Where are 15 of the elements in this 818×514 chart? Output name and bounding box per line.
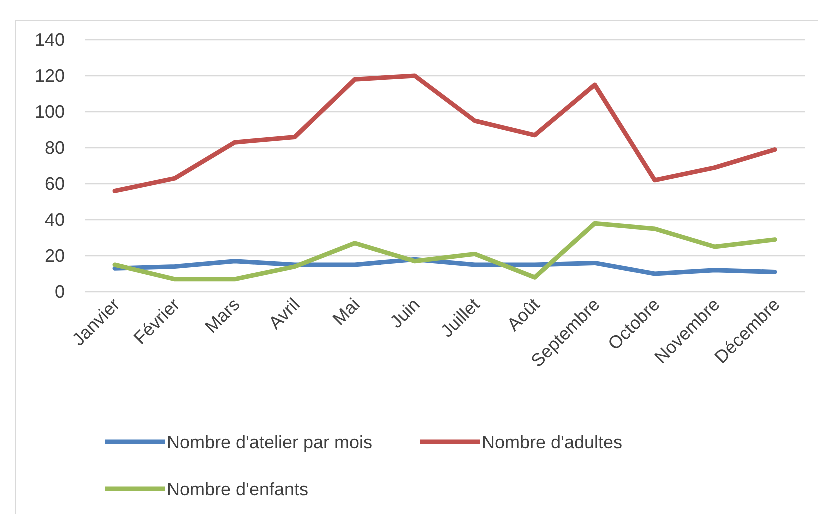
legend-label: Nombre d'atelier par mois: [167, 432, 373, 452]
y-tick-label: 40: [44, 210, 65, 230]
line-series: [112, 74, 778, 194]
line-series: [112, 221, 778, 282]
y-tick-label: 100: [34, 102, 65, 122]
legend-label: Nombre d'enfants: [167, 479, 309, 500]
legend-label: Nombre d'adultes: [482, 432, 623, 452]
x-tick-label: Juin: [386, 294, 424, 332]
y-tick-label: 120: [34, 66, 65, 86]
y-tick-label: 0: [54, 282, 65, 302]
y-tick-label: 60: [44, 174, 65, 194]
y-tick-label: 20: [44, 246, 65, 266]
y-tick-label: 140: [34, 30, 65, 50]
x-tick-label: Mai: [329, 294, 364, 330]
y-tick-label: 80: [44, 138, 65, 158]
